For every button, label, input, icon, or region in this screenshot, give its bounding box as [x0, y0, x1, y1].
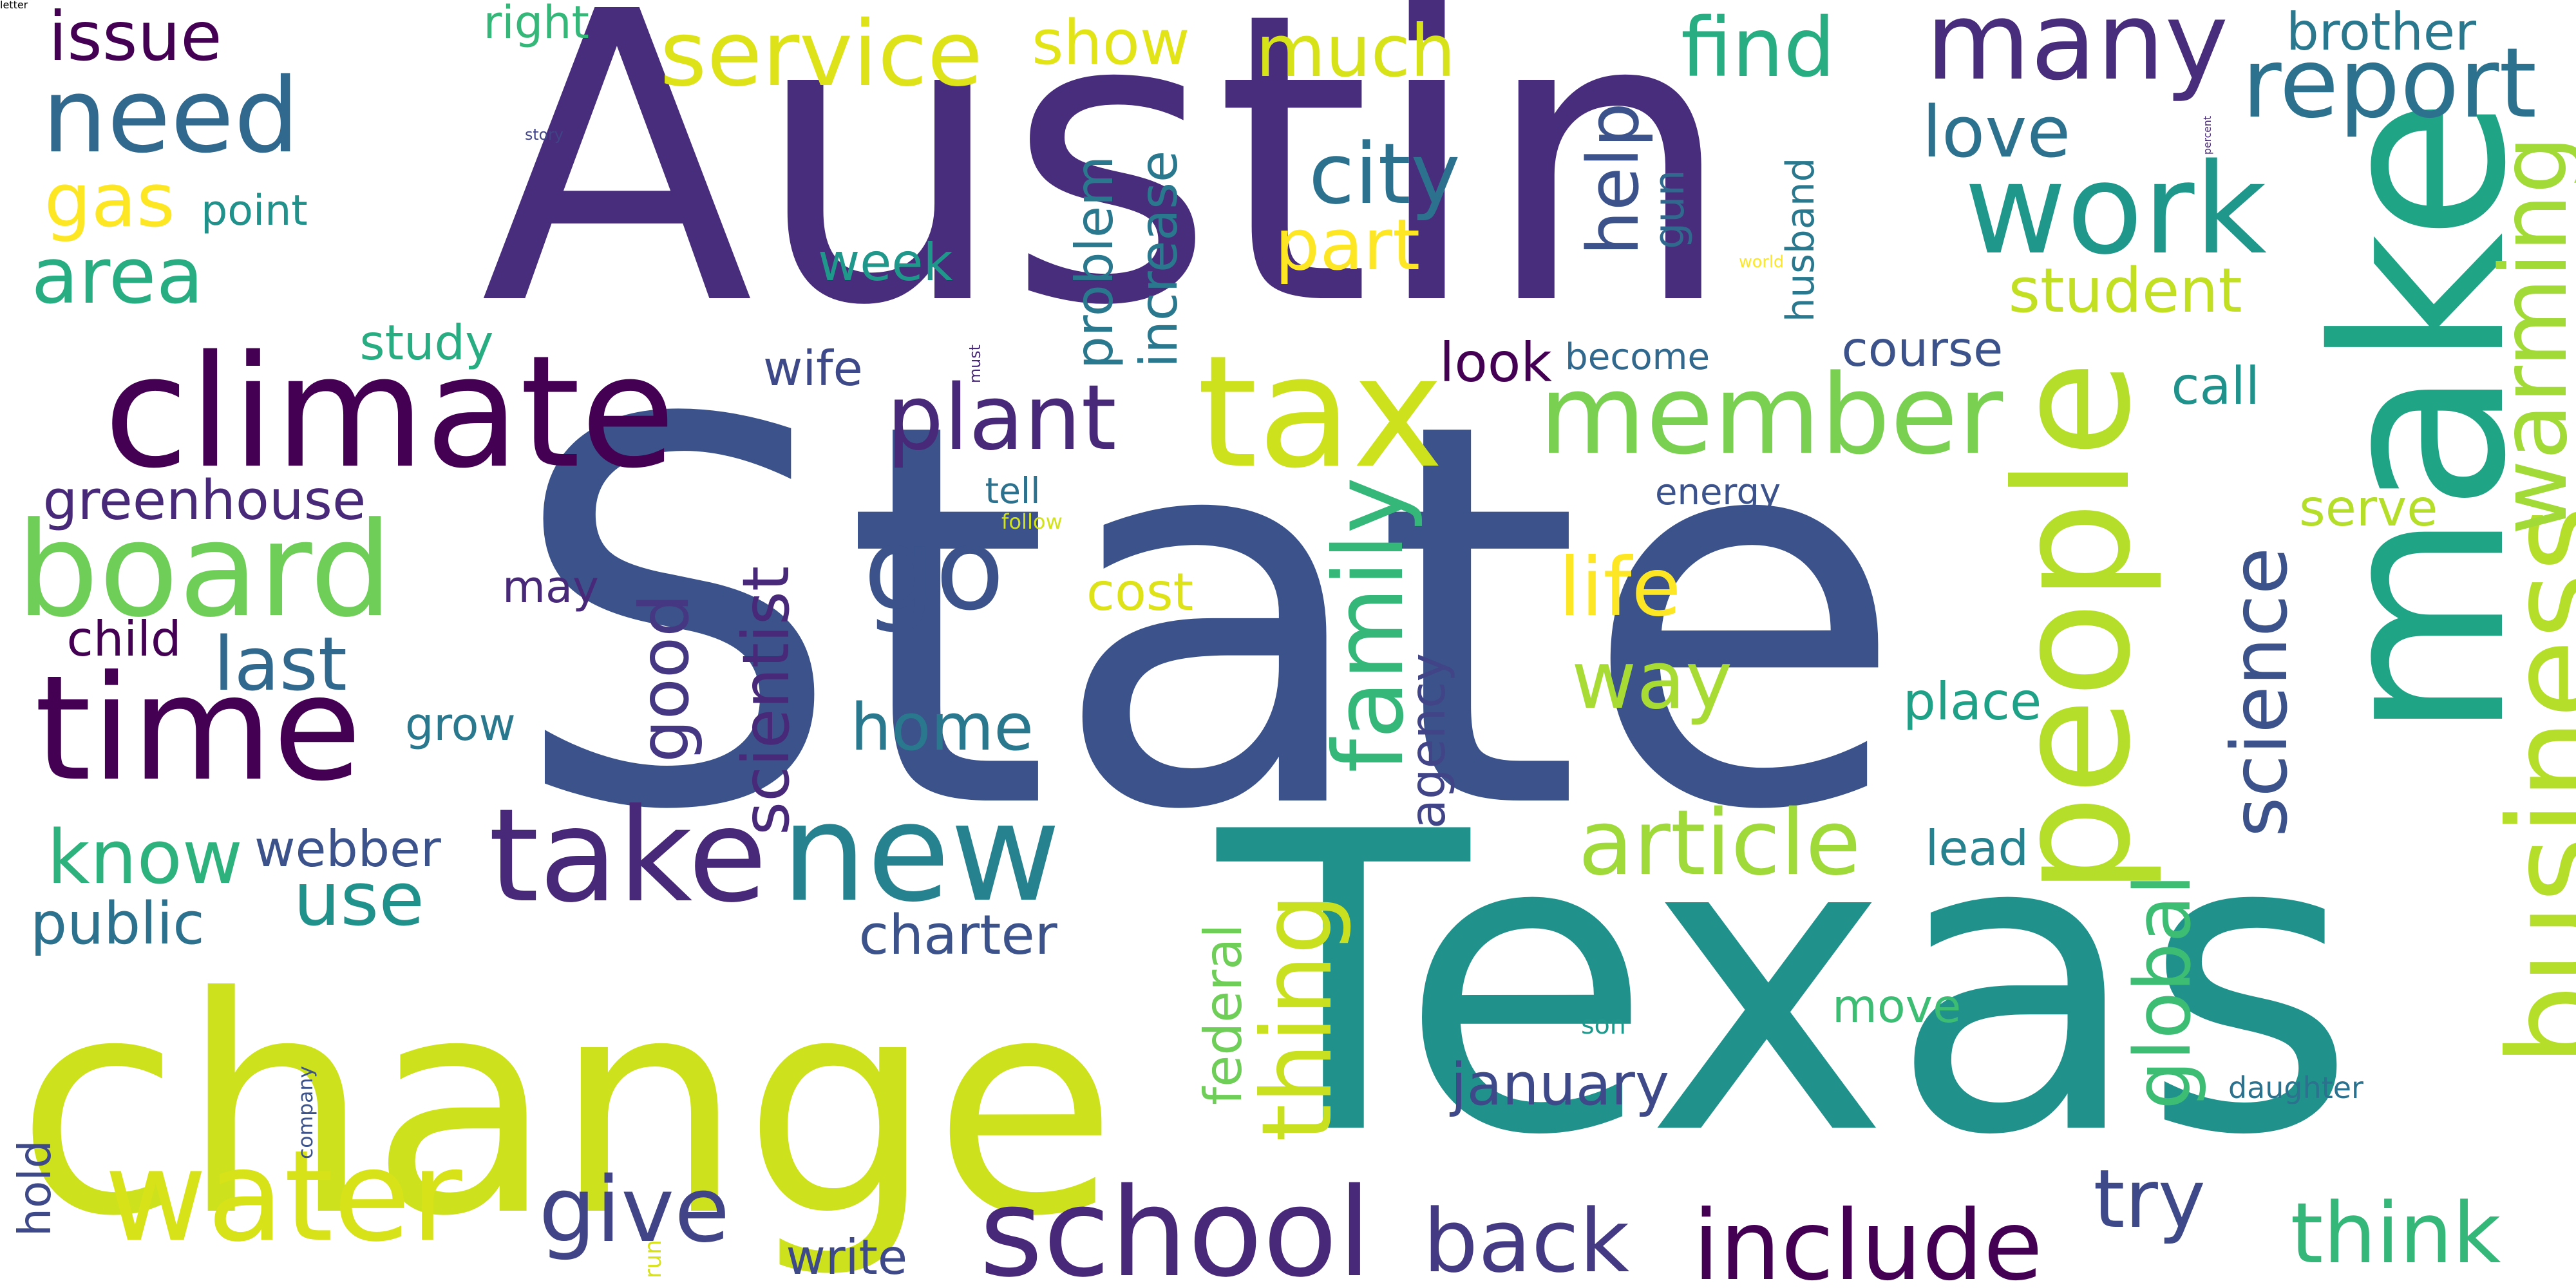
word: warming: [2479, 135, 2576, 535]
word: issue: [48, 0, 222, 76]
word: january: [1450, 1051, 1670, 1119]
word: life: [1558, 541, 1681, 634]
word: gun: [1645, 169, 1694, 249]
word: cost: [1086, 562, 1193, 622]
word: way: [1571, 634, 1733, 727]
word: Austin: [480, 0, 1736, 393]
word: child: [66, 611, 182, 667]
word: State: [508, 311, 1907, 925]
word: son: [1581, 1010, 1626, 1040]
word: new: [781, 774, 1061, 932]
word: greenhouse: [43, 469, 366, 533]
word: know: [47, 815, 243, 901]
word: area: [31, 232, 204, 321]
word: problem: [1065, 155, 1124, 369]
word: climate: [104, 322, 676, 502]
word: show: [1032, 8, 1190, 79]
word: brother: [2286, 2, 2477, 62]
word: city: [1309, 125, 1461, 223]
word: husband: [1777, 157, 1823, 322]
word: week: [818, 232, 953, 292]
word: business: [2481, 505, 2576, 1066]
word: report: [2242, 28, 2537, 140]
word: use: [293, 857, 425, 943]
word: increase: [1129, 150, 1189, 368]
word: grow: [405, 698, 516, 751]
word: thing: [1242, 893, 1354, 1142]
word: much: [1256, 10, 1456, 93]
word: science: [2215, 547, 2305, 837]
word: follow: [1001, 509, 1063, 534]
word: place: [1903, 672, 2042, 732]
word: back: [1423, 1191, 1630, 1288]
word: help: [1572, 102, 1654, 256]
word: good: [625, 593, 704, 762]
word: water: [104, 1123, 462, 1269]
word: daughter: [2228, 1070, 2363, 1105]
word: last: [213, 621, 347, 708]
word: give: [538, 1158, 730, 1263]
word: include: [1692, 1190, 2043, 1288]
word: part: [1274, 204, 1421, 286]
word: must: [966, 345, 984, 383]
word: people: [1981, 361, 2165, 895]
word: tell: [985, 470, 1041, 511]
word: charter: [858, 904, 1057, 967]
word: change: [16, 933, 1118, 1282]
word: gas: [44, 158, 175, 244]
word: hold: [9, 1140, 61, 1236]
word: right: [483, 0, 589, 49]
word: member: [1539, 351, 2003, 479]
word: agency: [1399, 652, 1456, 829]
word: article: [1578, 791, 1861, 896]
word: world: [1739, 252, 1785, 272]
word: story: [525, 126, 564, 144]
word: board: [16, 494, 393, 646]
word: write: [786, 1229, 908, 1285]
word: percent: [2201, 116, 2213, 155]
word: service: [659, 2, 983, 107]
word: time: [34, 645, 362, 813]
word: love: [1922, 91, 2071, 173]
word: work: [1964, 137, 2267, 282]
word: take: [488, 781, 768, 931]
word: many: [1926, 0, 2229, 104]
word: school: [979, 1162, 1372, 1288]
word: need: [42, 55, 299, 176]
word: letter: [0, 0, 28, 11]
word: go: [863, 504, 1005, 636]
word: course: [1841, 321, 2003, 377]
word: think: [2290, 1184, 2501, 1282]
word: plant: [886, 366, 1117, 471]
word: public: [30, 890, 205, 958]
word: run: [640, 1240, 667, 1278]
word: scientist: [728, 565, 804, 835]
word: tax: [1197, 322, 1444, 502]
word: try: [2093, 1153, 2206, 1246]
word: point: [201, 187, 308, 235]
word: student: [2008, 256, 2242, 327]
word: find: [1681, 1, 1835, 95]
word: webber: [254, 820, 441, 878]
word: study: [359, 314, 494, 371]
word: global: [2119, 874, 2208, 1110]
word: Texas: [1217, 745, 2357, 1225]
word: company: [294, 1066, 317, 1159]
word: home: [850, 690, 1034, 765]
word: federal: [1193, 923, 1253, 1105]
word: look: [1439, 330, 1553, 394]
word: may: [502, 562, 599, 613]
word: energy: [1655, 471, 1781, 513]
word: serve: [2299, 479, 2438, 538]
word: move: [1832, 978, 1962, 1033]
word: call: [2171, 356, 2260, 416]
word: wife: [763, 340, 863, 397]
word: become: [1565, 336, 1710, 378]
word: lead: [1925, 820, 2029, 876]
